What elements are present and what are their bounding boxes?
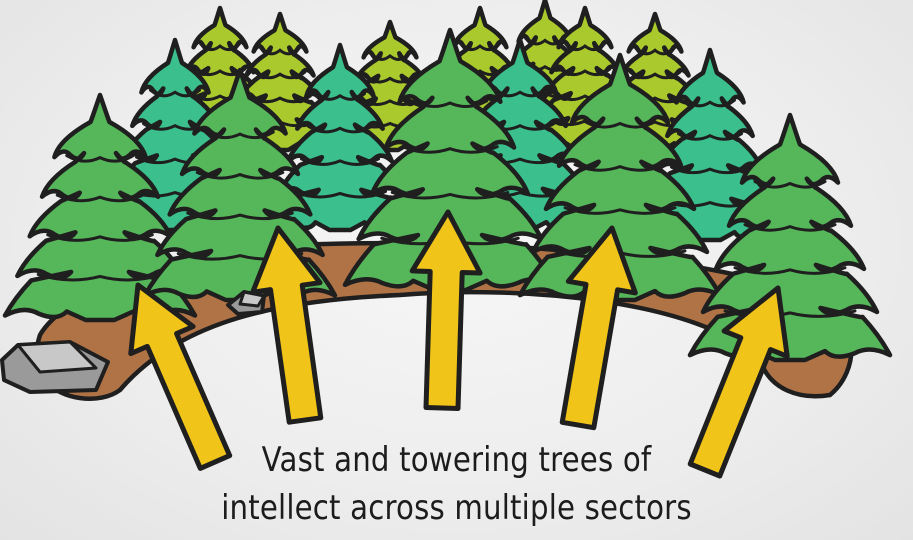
rocks xyxy=(0,290,266,394)
pine-tree-icon xyxy=(687,112,893,363)
up-arrow-icon xyxy=(559,225,638,431)
pine-tree-icon xyxy=(517,52,723,303)
rock-icon xyxy=(226,290,266,316)
growth-arrows xyxy=(128,209,790,479)
pine-tree-icon xyxy=(2,92,198,323)
caption-line-1: Vast and towering trees of xyxy=(261,440,652,480)
up-arrow-icon xyxy=(687,285,790,479)
up-arrow-icon xyxy=(250,225,324,425)
caption-line-2: intellect across multiple sectors xyxy=(221,488,692,528)
up-arrow-icon xyxy=(409,209,483,411)
rock-icon xyxy=(0,340,110,394)
up-arrow-icon xyxy=(128,282,233,471)
